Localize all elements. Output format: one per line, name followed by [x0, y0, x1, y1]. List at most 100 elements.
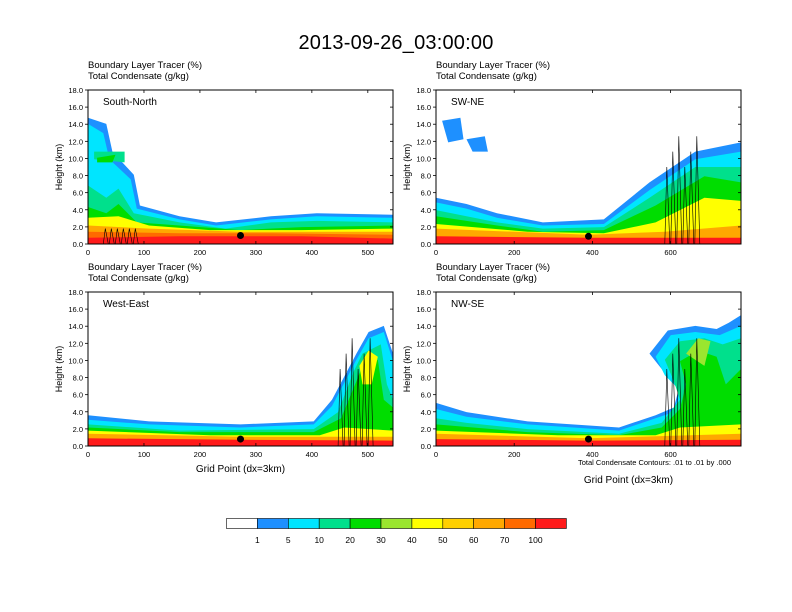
x-tick-label: 0 — [86, 248, 90, 257]
location-marker — [585, 232, 592, 240]
x-tick-label: 400 — [586, 450, 599, 459]
colorbar-swatch — [287, 518, 320, 529]
y-tick-label: 6.0 — [421, 189, 431, 198]
condensate-contour — [355, 368, 362, 447]
y-tick-label: 12.0 — [416, 137, 431, 146]
plot-frame — [435, 291, 742, 447]
tracer-fill — [442, 117, 464, 143]
condensate-contour — [676, 338, 683, 447]
y-tick-label: 0.0 — [73, 442, 83, 451]
panel-label-condensate: Total Condensate (g/kg) — [88, 273, 189, 284]
y-tick-label: 12.0 — [68, 339, 83, 348]
x-tick-label: 400 — [306, 450, 319, 459]
panel-label-tracer: Boundary Layer Tracer (%) — [436, 262, 551, 273]
contour-footnote: Total Condensate Contours: .01 to .01 by… — [578, 458, 732, 467]
section-label: West-East — [103, 299, 149, 310]
tracer-fill — [88, 236, 393, 244]
y-tick-label: 14.0 — [68, 322, 83, 331]
colorbar-swatch — [535, 518, 567, 529]
x-tick-label: 500 — [362, 450, 375, 459]
colorbar-swatch — [349, 518, 382, 529]
plot-frame — [87, 291, 394, 447]
y-tick-label: 10.0 — [68, 356, 83, 365]
location-marker — [237, 232, 244, 240]
condensate-contour — [103, 228, 109, 245]
y-tick-label: 14.0 — [68, 120, 83, 129]
colorbar-label: 10 — [314, 535, 324, 545]
y-tick-label: 10.0 — [68, 154, 83, 163]
y-tick-label: 4.0 — [421, 408, 431, 417]
y-tick-label: 8.0 — [73, 374, 83, 383]
condensate-contour — [694, 136, 701, 245]
x-axis-label: Grid Point (dx=3km) — [584, 475, 673, 486]
panel-label-tracer: Boundary Layer Tracer (%) — [436, 60, 551, 71]
x-tick-label: 500 — [362, 248, 375, 257]
condensate-contour — [121, 228, 127, 245]
condensate-contour — [688, 151, 695, 245]
y-tick-label: 16.0 — [68, 305, 83, 314]
colorbar-swatch — [318, 518, 351, 529]
condensate-contour — [343, 353, 350, 447]
y-axis-label: Height (km) — [54, 346, 64, 393]
tracer-fill — [686, 338, 711, 366]
y-tick-label: 8.0 — [421, 374, 431, 383]
colorbar-label: 20 — [345, 535, 355, 545]
panel-label-tracer: Boundary Layer Tracer (%) — [88, 60, 203, 71]
x-axis-label: Grid Point (dx=3km) — [196, 464, 285, 475]
panel-label-condensate: Total Condensate (g/kg) — [436, 273, 537, 284]
section-label: South-North — [103, 97, 157, 108]
colorbar-swatch — [380, 518, 413, 529]
condensate-contour — [133, 228, 139, 245]
plot-area: 0.0 2.0 4.0 6.0 8.0 10.0 12.0 14.0 16.0 18.0 0 200 4… — [402, 288, 742, 486]
panel-west-east: Boundary Layer Tracer (%) Total Condensa… — [54, 262, 410, 475]
x-tick-label: 400 — [306, 248, 319, 257]
y-tick-label: 6.0 — [73, 391, 83, 400]
y-tick-label: 8.0 — [421, 172, 431, 181]
colorbar: 1 5 10 20 30 40 50 60 70 100 — [226, 518, 567, 545]
section-label: SW-NE — [451, 97, 484, 108]
y-tick-label: 2.0 — [421, 223, 431, 232]
y-tick-label: 0.0 — [421, 240, 431, 249]
y-tick-label: 2.0 — [421, 425, 431, 434]
colorbar-label: 100 — [528, 535, 542, 545]
plot-area: 0.0 2.0 4.0 6.0 8.0 10.0 12.0 14.0 16.0 18.0 0 200 4… — [402, 86, 742, 257]
tracer-fill — [88, 117, 393, 244]
tracer-fill — [436, 325, 741, 446]
y-tick-label: 4.0 — [73, 206, 83, 215]
condensate-contour — [694, 338, 701, 447]
plot-frame — [435, 89, 742, 245]
condensate-contour — [676, 136, 683, 245]
x-tick-label: 200 — [194, 248, 207, 257]
y-tick-label: 0.0 — [73, 240, 83, 249]
colorbar-swatch — [411, 518, 444, 529]
x-tick-label: 600 — [664, 248, 677, 257]
y-axis-label: Height (km) — [402, 346, 412, 393]
y-tick-label: 18.0 — [416, 86, 431, 95]
condensate-contour — [670, 151, 677, 245]
y-tick-label: 16.0 — [68, 103, 83, 112]
plot-area: 0.0 2.0 4.0 6.0 8.0 10.0 12.0 14.0 16.0 18.0 0 100 2… — [54, 86, 394, 257]
x-tick-label: 400 — [586, 248, 599, 257]
condensate-contour — [109, 228, 115, 245]
condensate-contour — [361, 353, 368, 447]
colorbar-label: 5 — [286, 535, 291, 545]
x-tick-label: 200 — [194, 450, 207, 459]
panel-label-tracer: Boundary Layer Tracer (%) — [88, 262, 203, 273]
x-tick-label: 0 — [86, 450, 90, 459]
y-tick-label: 2.0 — [73, 223, 83, 232]
x-tick-label: 200 — [508, 248, 521, 257]
panel-south-north: Boundary Layer Tracer (%) Total Condensa… — [54, 60, 410, 260]
location-marker — [585, 435, 592, 443]
plot-area: 0.0 2.0 4.0 6.0 8.0 10.0 12.0 14.0 16.0 18.0 0 100 2… — [54, 288, 394, 475]
x-tick-label: 200 — [508, 450, 521, 459]
colorbar-label: 40 — [407, 535, 417, 545]
y-tick-label: 0.0 — [421, 442, 431, 451]
y-tick-label: 14.0 — [416, 120, 431, 129]
colorbar-label: 70 — [500, 535, 510, 545]
y-tick-label: 6.0 — [73, 189, 83, 198]
colorbar-swatch — [442, 518, 475, 529]
condensate-contour — [349, 338, 356, 447]
panel-label-condensate: Total Condensate (g/kg) — [436, 71, 537, 82]
y-axis-label: Height (km) — [54, 144, 64, 191]
condensate-contour — [682, 166, 689, 245]
